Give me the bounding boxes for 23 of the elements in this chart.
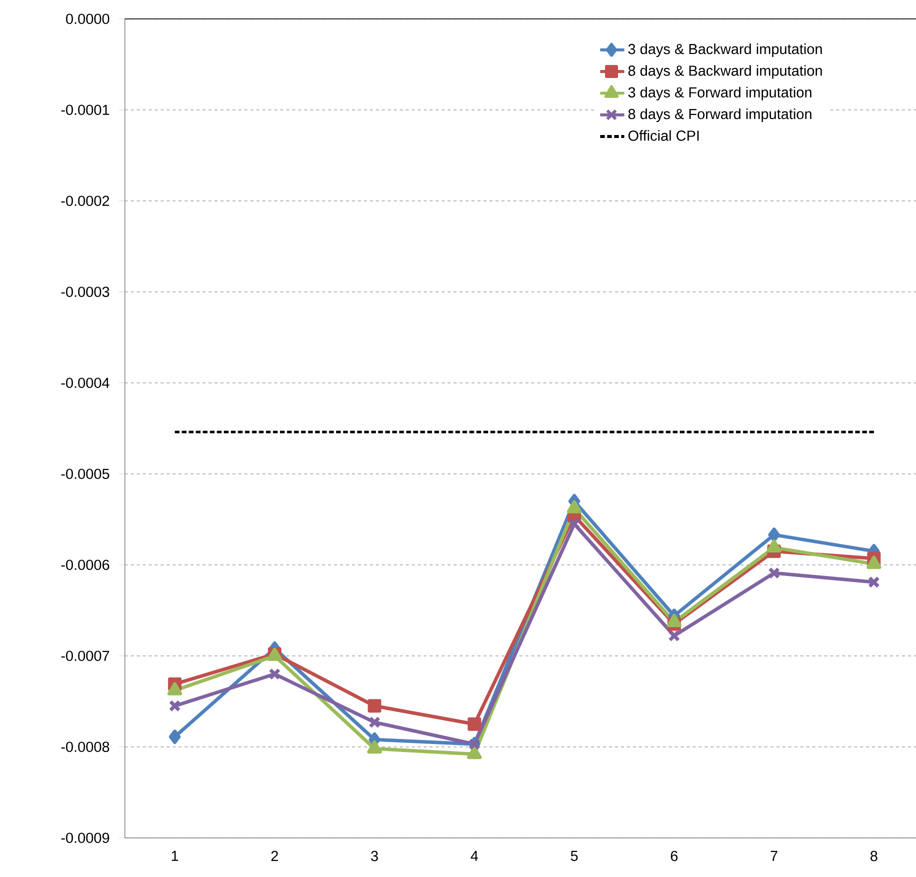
legend-label: 8 days & Forward imputation xyxy=(628,108,812,122)
x-tick-label: 4 xyxy=(470,850,478,861)
y-tick-label: -0.0008 xyxy=(61,742,110,752)
x-tick-label: 7 xyxy=(770,850,778,861)
legend-label: 8 days & Backward imputation xyxy=(628,65,822,79)
x-tick-label: 1 xyxy=(172,850,178,861)
y-tick-label: 0.0000 xyxy=(66,14,110,24)
x-tick-label: 6 xyxy=(670,850,678,862)
y-tick-label: -0.0002 xyxy=(61,196,110,206)
legend-label: 3 days & Backward imputation xyxy=(628,44,822,58)
y-tick-label: -0.0009 xyxy=(61,832,110,843)
legend-label: Official CPI xyxy=(628,130,699,141)
legend-label: 3 days & Forward imputation xyxy=(628,86,812,100)
y-tick-label: -0.0005 xyxy=(61,468,110,479)
x-tick-label: 5 xyxy=(570,850,578,862)
x-tick-label: 3 xyxy=(371,850,378,862)
y-tick-label: -0.0003 xyxy=(61,286,110,297)
x-tick-label: 8 xyxy=(870,850,878,862)
x-tick-label: 2 xyxy=(271,850,278,862)
y-tick-label: -0.0001 xyxy=(61,104,110,115)
y-tick-label: -0.0007 xyxy=(61,650,110,661)
y-tick-label: -0.0006 xyxy=(61,560,110,570)
y-tick-label: -0.0004 xyxy=(61,378,110,388)
